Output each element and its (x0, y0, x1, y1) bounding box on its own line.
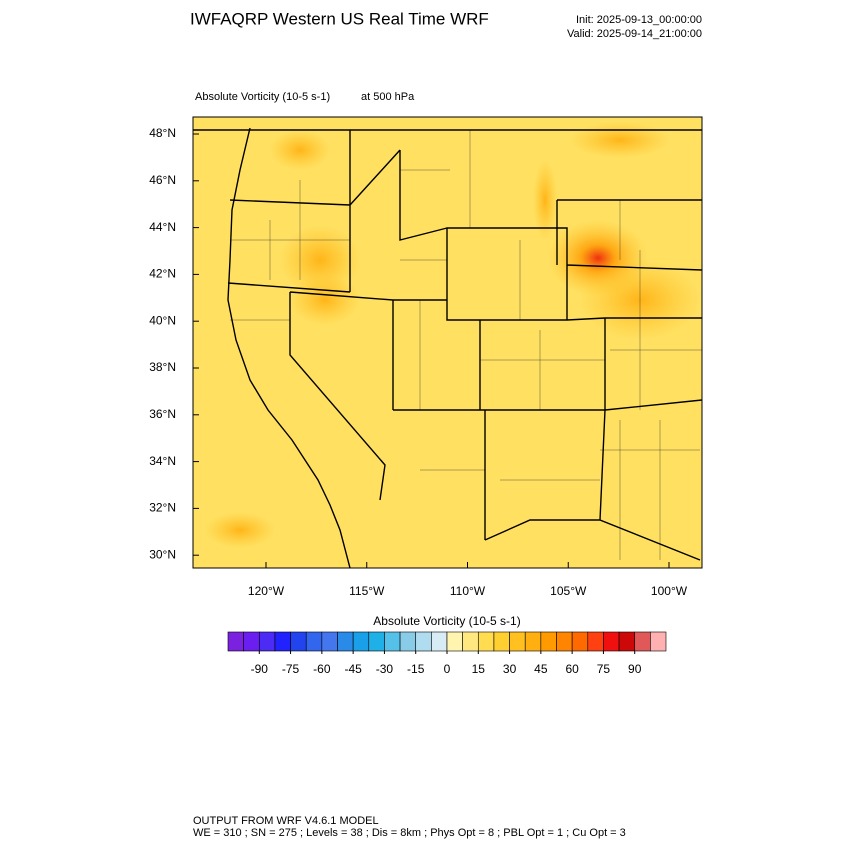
init-time: Init: 2025-09-13_00:00:00 (576, 14, 702, 26)
colorbar-swatch (493, 631, 510, 652)
colorbar-swatch (571, 631, 589, 652)
colorbar-swatch (446, 631, 463, 652)
lon-axis: 120°W 115°W 110°W 105°W 100°W (248, 562, 688, 598)
colorbar-swatch (274, 631, 291, 652)
colorbar-swatch (477, 631, 495, 652)
colorbar-swatch (321, 631, 338, 652)
colorbar-swatch (634, 631, 651, 652)
colorbar-swatch (540, 631, 557, 652)
lat-label: 48°N (149, 126, 176, 140)
lat-label: 40°N (149, 313, 176, 327)
field-label: Absolute Vorticity (10-5 s-1) (195, 91, 330, 103)
colorbar-swatch (618, 631, 636, 652)
map-frame (192, 116, 703, 569)
colorbar-swatch (556, 631, 573, 652)
colorbar-swatch (290, 631, 307, 652)
colorbar-swatch (227, 631, 244, 652)
colorbar-title: Absolute Vorticity (10-5 s-1) (373, 614, 520, 628)
colorbar-tick-label: 0 (444, 662, 451, 676)
lon-label: 105°W (550, 584, 587, 598)
colorbar-tick-label: 30 (503, 662, 517, 676)
lat-label: 32°N (149, 501, 176, 515)
colorbar-tick-label: 60 (565, 662, 579, 676)
colorbar-swatch (305, 631, 323, 652)
colorbar-tick-label: -30 (376, 662, 394, 676)
lon-label: 115°W (349, 584, 385, 598)
lat-label: 34°N (149, 454, 176, 468)
colorbar-tick-label: -90 (251, 662, 269, 676)
footer-line: WE = 310 ; SN = 275 ; Levels = 38 ; Dis … (193, 827, 626, 839)
lon-label: 120°W (248, 584, 285, 598)
colorbar-tick-label: -15 (407, 662, 425, 676)
valid-time: Valid: 2025-09-14_21:00:00 (567, 28, 702, 40)
title: IWFAQRP Western US Real Time WRF (190, 9, 489, 28)
colorbar-swatch (258, 631, 276, 652)
map (193, 117, 702, 568)
lat-label: 42°N (149, 267, 176, 281)
colorbar-swatch (603, 631, 620, 652)
colorbar-swatch (431, 631, 448, 652)
colorbar-swatch (337, 631, 354, 652)
colorbar-swatch (509, 631, 526, 652)
colorbar-tick-label: 45 (534, 662, 548, 676)
lat-label: 38°N (149, 360, 176, 374)
colorbar-tick-label: 75 (597, 662, 611, 676)
colorbar-swatch (243, 631, 260, 652)
colorbar-tick-label: 90 (628, 662, 642, 676)
colorbar: -90 -75 -60 -45 -30 -15 0 15 30 45 60 75 90 (227, 631, 667, 676)
footer-line: OUTPUT FROM WRF V4.6.1 MODEL (193, 815, 379, 827)
lat-label: 44°N (149, 220, 176, 234)
lat-label: 46°N (149, 173, 176, 187)
colorbar-swatch (415, 631, 432, 652)
colorbar-swatch (384, 631, 401, 652)
colorbar-tick-label: -60 (313, 662, 331, 676)
lat-axis: 48°N 46°N 44°N 42°N 40°N 38°N 36°N 34°N 32°N 30°N (149, 126, 199, 561)
colorbar-swatch (368, 631, 385, 652)
level-label: at 500 hPa (361, 91, 415, 103)
colorbar-swatch (524, 631, 542, 652)
colorbar-swatch (399, 631, 417, 652)
lat-label: 36°N (149, 407, 176, 421)
colorbar-swatch (587, 631, 604, 652)
colorbar-swatch (462, 631, 479, 652)
colorbar-tick-label: -45 (344, 662, 362, 676)
lon-label: 100°W (651, 584, 688, 598)
colorbar-tick-label: -75 (282, 662, 300, 676)
colorbar-tick-label: 15 (472, 662, 486, 676)
lat-label: 30°N (149, 547, 176, 561)
colorbar-swatch (650, 631, 667, 652)
lon-label: 110°W (450, 584, 486, 598)
colorbar-swatch (352, 631, 370, 652)
